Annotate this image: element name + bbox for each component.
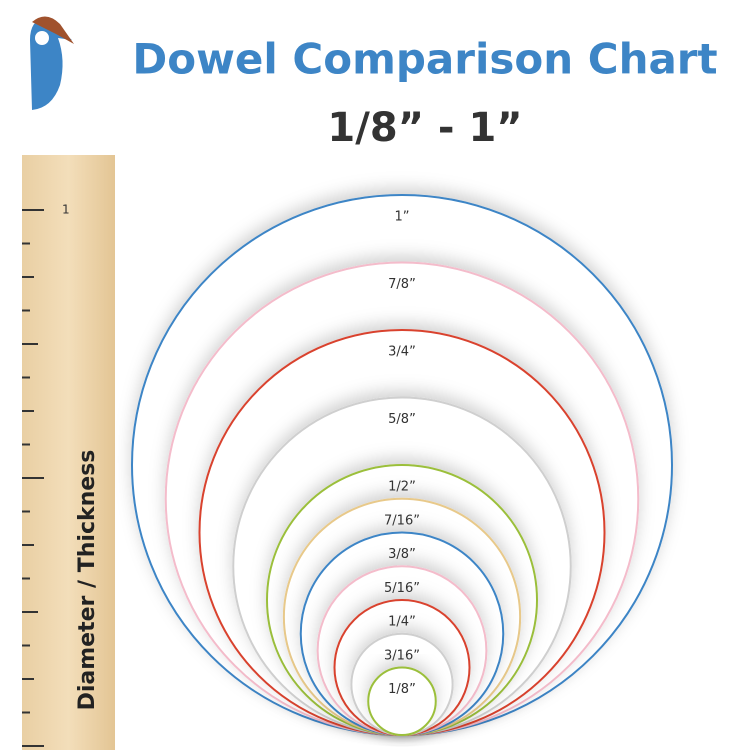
dowel-label: 1/8”: [388, 682, 416, 697]
dowel-label: 7/16”: [384, 513, 420, 528]
dowel-circle: [367, 666, 437, 736]
dowel-label: 5/16”: [384, 581, 420, 596]
subtitle: 1/8” - 1”: [327, 105, 522, 151]
dowel-label: 3/16”: [384, 648, 420, 663]
dowel-label: 1”: [394, 210, 409, 225]
dowel-label: 3/4”: [388, 345, 416, 360]
dowel-label: 1/2”: [388, 480, 416, 495]
title: Dowel Comparison Chart: [132, 35, 717, 84]
circles: 1” 7/8” 3/4” 5/8” 1/2” 7/16” 3/8” 5/16” 1/4” 3/16…: [131, 194, 673, 736]
ruler-axis-label: Diameter / Thickness: [75, 450, 100, 711]
dowel-label: 5/8”: [388, 412, 416, 427]
ruler-label: 1: [62, 203, 70, 217]
dowel-label: 1/4”: [388, 615, 416, 630]
dowel-label: 3/8”: [388, 547, 416, 562]
ruler: 1 Diameter / Thickness: [22, 155, 115, 750]
dowel-label: 7/8”: [388, 277, 416, 292]
logo: [30, 16, 74, 110]
